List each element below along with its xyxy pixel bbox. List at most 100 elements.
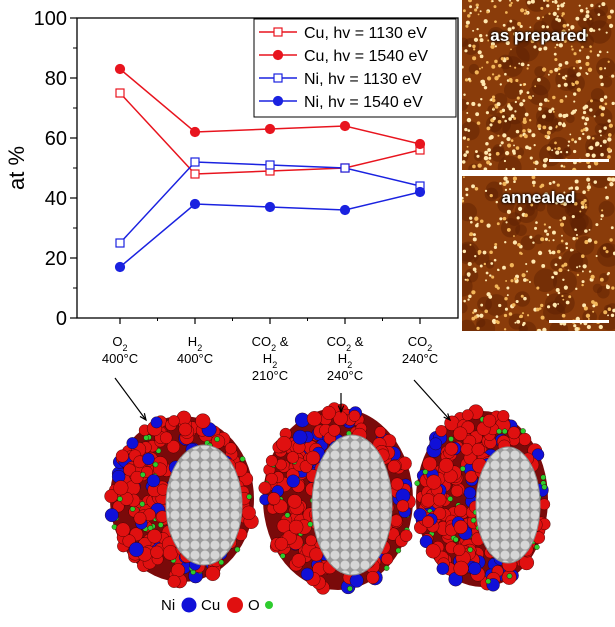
nanoparticle-models: [104, 377, 551, 595]
legend-o-swatch: [265, 601, 273, 609]
legend-marker: [273, 73, 283, 83]
afm-particle: [554, 67, 559, 72]
afm-particle: [483, 167, 488, 170]
ni-atom: [142, 452, 155, 466]
cu-atom: [150, 545, 164, 559]
afm-particle: [499, 217, 503, 221]
afm-particle: [610, 313, 615, 318]
afm-particle: [607, 133, 612, 137]
data-point: [414, 186, 426, 198]
cu-atom: [454, 504, 468, 518]
afm-particle: [552, 239, 555, 242]
afm-particle: [568, 187, 571, 190]
afm-particle: [548, 126, 553, 131]
afm-particle: [575, 233, 578, 237]
afm-particle: [576, 72, 581, 77]
afm-particle: [476, 27, 479, 31]
cu-atom: [460, 442, 473, 456]
cu-atom: [453, 560, 469, 577]
afm-particle: [486, 160, 491, 165]
afm-particle: [544, 192, 549, 197]
afm-particle: [556, 249, 561, 254]
oxygen-atom: [501, 428, 508, 435]
data-point: [114, 63, 126, 75]
afm-particle: [605, 250, 609, 254]
ni-atom: [468, 561, 482, 576]
afm-particle: [502, 265, 506, 270]
afm-particle: [574, 140, 577, 144]
afm-particle: [585, 117, 590, 122]
afm-particle: [484, 150, 489, 155]
afm-particle: [473, 308, 478, 313]
afm-particle: [555, 201, 558, 205]
afm-particle: [607, 271, 611, 275]
afm-particle: [564, 61, 569, 65]
afm-particle: [563, 82, 568, 87]
afm-particle: [562, 216, 567, 221]
afm-particle: [590, 274, 595, 279]
afm-particle: [467, 274, 471, 277]
afm-shadow: [507, 212, 522, 226]
cu-atom: [461, 409, 474, 421]
afm-particle: [492, 116, 496, 121]
cu-atom: [464, 470, 478, 483]
cu-atom: [421, 493, 436, 508]
afm-particle: [549, 69, 553, 74]
afm-particle: [493, 245, 498, 249]
afm-particle: [581, 205, 585, 209]
afm-particle: [584, 104, 589, 109]
afm-particle: [593, 115, 596, 118]
afm-shadow: [536, 112, 559, 135]
afm-particle: [547, 73, 550, 76]
afm-particle: [491, 98, 496, 103]
afm-particle: [519, 83, 522, 87]
afm-particle: [466, 145, 469, 148]
oxygen-atom: [540, 474, 547, 481]
afm-shadow: [485, 294, 508, 317]
afm-particle: [532, 184, 535, 187]
afm-particle: [579, 8, 584, 13]
afm-shadow: [567, 66, 579, 78]
oxygen-atom: [422, 469, 429, 475]
afm-particle: [515, 78, 519, 83]
cu-atom: [321, 405, 336, 420]
afm-particle: [589, 145, 594, 150]
afm-particle: [557, 67, 561, 71]
afm-particle: [472, 233, 476, 237]
afm-shadow: [585, 8, 607, 30]
afm-particle: [524, 213, 528, 218]
cu-atom: [115, 449, 129, 463]
cu-atom: [453, 543, 466, 556]
afm-particle: [563, 165, 566, 168]
afm-particle: [561, 29, 566, 34]
arrow-line: [413, 379, 451, 421]
afm-particle: [564, 78, 567, 81]
afm-particle: [499, 182, 502, 185]
cu-atom: [497, 410, 510, 423]
afm-image-as-prepared: as prepared: [462, 0, 615, 170]
cu-atom: [274, 537, 289, 551]
afm-particle: [556, 183, 560, 187]
cu-atom: [396, 499, 410, 513]
afm-shadow: [508, 46, 530, 68]
afm-shadow: [531, 76, 551, 96]
afm-particle: [474, 187, 479, 191]
afm-shadow: [462, 319, 476, 331]
afm-particle: [480, 97, 483, 101]
afm-particle: [498, 0, 502, 2]
afm-particle: [463, 153, 467, 156]
afm-particle: [485, 279, 488, 282]
afm-particle: [486, 223, 491, 228]
afm-particle: [473, 37, 479, 42]
afm-particle: [595, 254, 598, 258]
afm-particle: [541, 264, 546, 268]
cu-atom: [147, 529, 162, 544]
oxygen-atom: [239, 456, 246, 462]
afm-particle: [593, 240, 598, 244]
afm-particle: [472, 29, 475, 32]
afm-particle: [476, 326, 480, 331]
afm-particle: [593, 180, 598, 184]
cu-atom: [422, 456, 437, 472]
afm-particle: [580, 32, 584, 35]
afm-particle: [502, 23, 506, 27]
